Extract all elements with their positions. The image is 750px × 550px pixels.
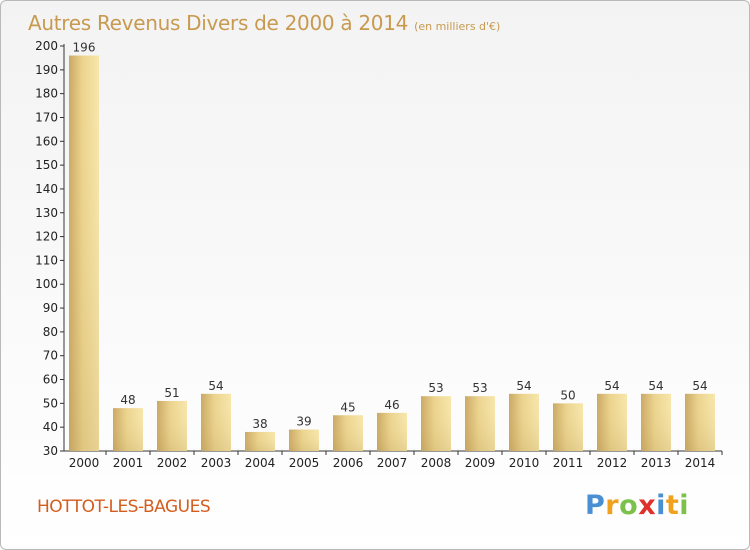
value-label: 54 <box>604 379 619 393</box>
x-tick-label: 2003 <box>201 456 232 470</box>
proxiti-logo-letter: o <box>619 490 639 521</box>
x-tick-label: 2000 <box>69 456 100 470</box>
proxiti-logo: Proxiti <box>585 490 689 521</box>
bar-shade-2009 <box>465 396 495 451</box>
x-tick-label: 2001 <box>113 456 144 470</box>
y-tick-label: 190 <box>35 63 58 77</box>
x-tick-label: 2009 <box>465 456 496 470</box>
value-label: 54 <box>516 379 531 393</box>
value-label: 196 <box>73 41 96 55</box>
bar-shade-2002 <box>157 400 187 451</box>
chart-title: Autres Revenus Divers de 2000 à 2014 (en … <box>28 11 500 35</box>
bar-shade-2011 <box>553 403 583 451</box>
proxiti-logo-letter: r <box>605 490 620 521</box>
y-tick-label: 60 <box>43 373 58 387</box>
place-name: HOTTOT-LES-BAGUES <box>37 497 211 517</box>
proxiti-logo-letter: P <box>585 490 606 521</box>
value-label: 54 <box>208 379 223 393</box>
y-tick-label: 100 <box>35 277 58 291</box>
bar-shade-2013 <box>641 393 671 451</box>
y-tick-label: 140 <box>35 182 58 196</box>
x-tick-label: 2012 <box>597 456 628 470</box>
y-tick-label: 130 <box>35 206 58 220</box>
y-tick-label: 120 <box>35 230 58 244</box>
value-label: 51 <box>164 386 179 400</box>
value-label: 53 <box>472 381 487 395</box>
labels: 2000 196 2001 48 2002 51 2003 54 2004 38 2005 39 200… <box>69 41 716 470</box>
x-tick-label: 2007 <box>377 456 408 470</box>
y-tick-label: 110 <box>35 253 58 267</box>
bar-shade-2008 <box>421 396 451 451</box>
proxiti-logo-letter: t <box>665 490 680 521</box>
y-tick-label: 50 <box>43 396 58 410</box>
bars <box>69 55 715 451</box>
proxiti-logo-letter: x <box>638 490 657 521</box>
y-tick-label: 40 <box>43 420 58 434</box>
y-tick-label: 170 <box>35 110 58 124</box>
y-tick-label: 180 <box>35 87 58 101</box>
y-tick-label: 30 <box>43 444 58 458</box>
bar-shade-2000 <box>69 55 99 451</box>
bar-shade-2005 <box>289 429 319 451</box>
proxiti-logo-letter: i <box>656 490 666 521</box>
x-tick-label: 2004 <box>245 456 276 470</box>
chart-subtitle: (en milliers d'€) <box>414 20 501 33</box>
bar-shade-2003 <box>201 393 231 451</box>
x-tick-label: 2008 <box>421 456 452 470</box>
chart-title-text: Autres Revenus Divers de 2000 à 2014 <box>28 11 409 35</box>
bar-shade-2004 <box>245 431 275 451</box>
bar-shade-2014 <box>685 393 715 451</box>
y-tick-label: 80 <box>43 325 58 339</box>
y-tick-label: 90 <box>43 301 58 315</box>
value-label: 54 <box>648 379 663 393</box>
y-tick-label: 160 <box>35 134 58 148</box>
bar-shade-2007 <box>377 412 407 451</box>
y-tick-label: 70 <box>43 349 58 363</box>
bar-shade-2012 <box>597 393 627 451</box>
value-label: 54 <box>692 379 707 393</box>
x-tick-label: 2010 <box>509 456 540 470</box>
value-label: 53 <box>428 381 443 395</box>
value-label: 48 <box>120 393 135 407</box>
y-tick-label: 150 <box>35 158 58 172</box>
value-label: 38 <box>252 417 267 431</box>
value-label: 50 <box>560 388 575 402</box>
x-tick-label: 2014 <box>685 456 716 470</box>
x-tick-label: 2002 <box>157 456 188 470</box>
bar-shade-2001 <box>113 408 143 451</box>
x-tick-label: 2005 <box>289 456 320 470</box>
x-tick-label: 2013 <box>641 456 672 470</box>
x-tick-label: 2006 <box>333 456 364 470</box>
value-label: 46 <box>384 398 399 412</box>
y-tick-label: 200 <box>35 39 58 53</box>
bar-shade-2006 <box>333 415 363 451</box>
value-label: 45 <box>340 400 355 414</box>
proxiti-logo-letter: i <box>679 490 690 521</box>
bar-shade-2010 <box>509 393 539 451</box>
axes: 30 40 50 60 70 80 90 100 110 120 130 140 150 160 170 18… <box>35 39 723 458</box>
x-tick-label: 2011 <box>553 456 584 470</box>
value-label: 39 <box>296 415 311 429</box>
